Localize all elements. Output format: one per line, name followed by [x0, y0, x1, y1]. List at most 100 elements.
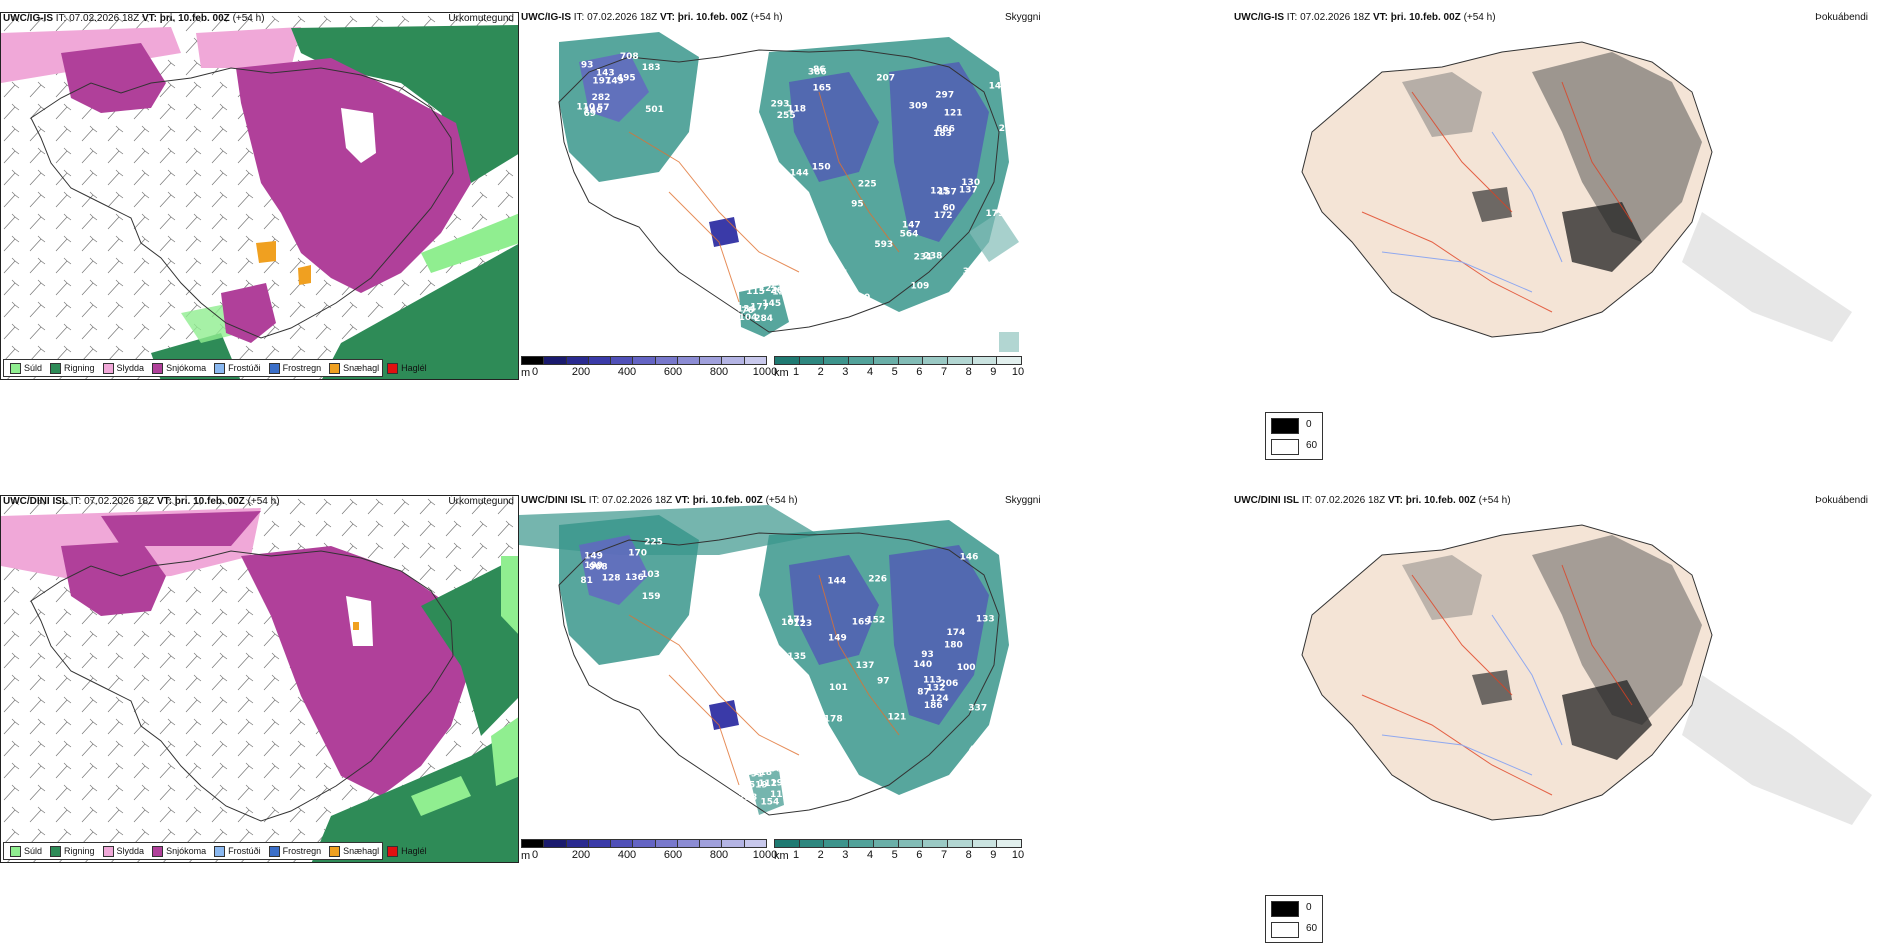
visibility-swatch	[775, 357, 800, 364]
ceiling-swatch	[633, 840, 656, 847]
cloud-ceiling-label: 501	[645, 105, 664, 115]
visibility-swatch	[824, 357, 850, 364]
visibility-colorbar-row1: 1 2 3 4 5 6 7 8 9 10 km	[774, 356, 1025, 379]
fog-map-row2	[1301, 524, 1872, 825]
cloud-ceiling-label: 226	[868, 575, 887, 585]
cloud-ceiling-label: 386	[808, 68, 827, 78]
ceiling-swatch	[700, 840, 723, 847]
cloud-ceiling-label: 337	[968, 704, 987, 714]
cloud-ceiling-label: 135	[787, 652, 806, 662]
ceiling-swatch	[722, 357, 745, 364]
cloud-ceiling-label: 86	[813, 65, 826, 75]
cloud-ceiling-label: 225	[858, 179, 877, 189]
ceiling-tick-label: 200	[571, 849, 591, 861]
ceiling-swatch	[655, 840, 678, 847]
visibility-colorbar-row2: 1 2 3 4 5 6 7 8 9 10 km	[774, 839, 1024, 862]
visibility-tick-label: 7	[940, 849, 948, 861]
legend-snow: Snjókoma	[152, 845, 206, 857]
cloud-ceiling-label: 137	[856, 661, 875, 671]
visibility-tick-label: 6	[916, 366, 923, 378]
fog-legend-black	[1271, 418, 1299, 434]
legend-sleet: Slydda	[102, 362, 144, 374]
visibility-swatch	[799, 840, 825, 847]
visibility-swatch	[849, 840, 874, 847]
visibility-tick-label: 4	[866, 849, 874, 861]
cloud-ceiling-label: 87	[917, 688, 930, 698]
visibility-tick-label: 9	[990, 366, 997, 378]
cloud-ceiling-label: 115	[746, 287, 765, 297]
ceiling-tick-label: 0	[531, 366, 539, 378]
fog-panel-row2: UWC/DINI ISL IT: 07.02.2026 18Z VT: þri.…	[1232, 495, 1900, 863]
visibility-swatch	[972, 357, 998, 364]
cloud-ceiling-label: 121	[773, 182, 792, 192]
cloud-ceiling-label: 143	[989, 81, 1008, 91]
cloud-ceiling-label: 125	[930, 186, 949, 196]
visibility-swatch	[898, 840, 924, 847]
ceiling-unit-row2: m	[521, 850, 531, 862]
cloud-ceiling-label: 495	[617, 74, 636, 84]
ceiling-swatch	[544, 840, 567, 847]
precip-type-panel-row1: UWC/IG-IS IT: 07.02.2026 18Z VT: þri. 10…	[0, 12, 519, 380]
visibility-swatch	[873, 840, 899, 847]
visibility-tick-label: 10	[1011, 366, 1025, 378]
cloud-ceiling-label: 93	[921, 650, 934, 660]
visibility-unit-row1: km	[774, 367, 789, 379]
fog-legend-white-label: 60	[1306, 923, 1318, 934]
precip-map-row1	[1, 13, 518, 379]
ceiling-swatch	[677, 357, 701, 364]
cloud-ceiling-label: 118	[787, 105, 806, 115]
cloud-ceiling-label: 282	[592, 93, 611, 103]
cloud-ceiling-label: 107	[781, 618, 800, 628]
cloud-ceiling-label: 128	[602, 573, 621, 583]
fog-legend-row2: 0 60	[1265, 895, 1323, 943]
cloud-ceiling-label: 150	[812, 163, 831, 173]
cloud-ceiling-label: 158	[772, 287, 791, 297]
cloud-ceiling-label: 130	[961, 178, 980, 188]
visibility-swatch	[947, 357, 973, 364]
ceiling-colorbar-ticks-row1: 0 200 400 600 800 1000	[521, 365, 777, 379]
cloud-ceiling-label: 309	[909, 102, 928, 112]
visibility-tick-label: 2	[817, 849, 824, 861]
visibility-swatch	[997, 840, 1022, 847]
visibility-swatch	[849, 357, 874, 364]
cloud-ceiling-label: 69	[584, 109, 597, 119]
cloud-ceiling-label: 183	[933, 129, 952, 139]
ceiling-swatch	[700, 357, 723, 364]
ceiling-tick-label: 1000	[752, 849, 778, 861]
precip-label-row1: Úrkomutegund	[448, 13, 514, 24]
legend-drizzle: Súld	[10, 362, 42, 374]
cloud-ceiling-label: 100	[957, 663, 976, 673]
iceland-outline	[30, 67, 454, 339]
cloud-ceiling-label: 146	[960, 553, 979, 563]
legend-freezing-drizzle: Frostúði	[214, 845, 261, 857]
cloud-ceiling-label: 140	[913, 660, 932, 670]
cloud-ceiling-label: 222	[999, 124, 1018, 134]
ceiling-swatch	[522, 357, 545, 364]
visibility-swatch	[775, 840, 800, 847]
cloud-ceiling-label: 666	[936, 124, 955, 134]
cloud-ceiling-label: 95	[851, 199, 864, 209]
cloud-ceiling-label: 269	[770, 286, 789, 296]
cloud-ceiling-label: 197	[592, 76, 611, 86]
cloud-ceiling-label: 305	[963, 267, 982, 277]
cloud-ceiling-label: 125	[759, 284, 778, 294]
fog-legend-white	[1271, 922, 1299, 938]
legend-snow: Snjókoma	[152, 362, 206, 374]
cloud-ceiling-label: 87	[835, 269, 848, 279]
visibility-tick-label: 8	[965, 366, 972, 378]
cloud-ceiling-label: 146	[584, 106, 603, 116]
visibility-colorbar-swatches-row1	[774, 356, 1022, 365]
cloud-ceiling-label: 261	[762, 278, 781, 288]
ceiling-colorbar-ticks-row2: 0 200 400 600 800 1000	[521, 848, 777, 862]
cloud-ceiling-label: 519	[749, 780, 768, 790]
cloud-ceiling-label: 206	[940, 679, 959, 689]
cloud-ceiling-label: 133	[976, 614, 995, 624]
cloud-ceiling-label: 57	[597, 103, 610, 113]
cloud-ceiling-label: 238	[738, 793, 757, 803]
cloud-ceiling-label: 340	[752, 275, 771, 285]
visibility-tick-label: 1	[792, 366, 800, 378]
cloud-ceiling-label: 451	[969, 745, 988, 755]
legend-graupel: Snæhagl	[329, 362, 379, 374]
cloud-ceiling-label: 124	[930, 694, 949, 704]
cloud-ceiling-label: 109	[911, 282, 930, 292]
